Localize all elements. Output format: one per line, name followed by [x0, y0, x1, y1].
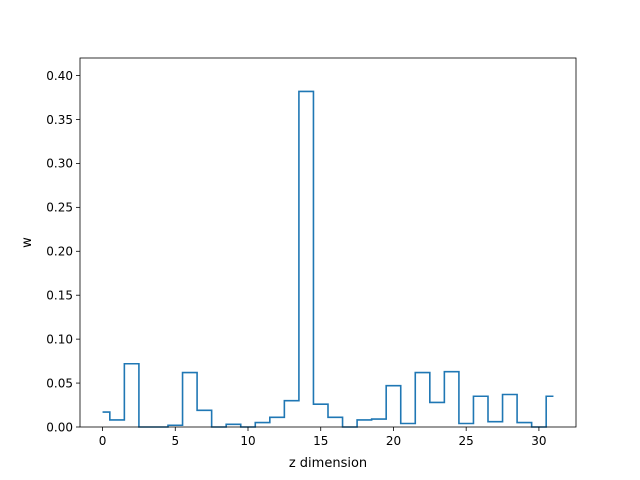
x-tick-label: 0: [99, 434, 107, 448]
y-axis: 0.00 0.05 0.10 0.15 0.20 0.25 0.30 0.35 0.40: [46, 69, 80, 434]
x-tick-label: 25: [459, 434, 474, 448]
y-tick-label: 0.25: [46, 201, 73, 215]
x-tick-label: 30: [531, 434, 546, 448]
x-tick-label: 15: [313, 434, 328, 448]
y-tick-label: 0.40: [46, 69, 73, 83]
y-tick-label: 0.05: [46, 376, 73, 390]
x-tick-label: 20: [386, 434, 401, 448]
y-tick-label: 0.00: [46, 420, 73, 434]
step-series-line: [102, 90, 554, 428]
y-axis-label: w: [20, 237, 35, 248]
y-tick-label: 0.35: [46, 113, 73, 127]
y-tick-label: 0.20: [46, 245, 73, 259]
y-tick-label: 0.15: [46, 289, 73, 303]
y-tick-label: 0.10: [46, 332, 73, 346]
axes-frame: [79, 57, 577, 428]
x-tick-label: 5: [171, 434, 179, 448]
y-tick-label: 0.30: [46, 157, 73, 171]
x-axis-label: z dimension: [289, 456, 367, 471]
x-axis: 0 5 10 15 20 25 30: [99, 427, 547, 448]
x-tick-label: 10: [240, 434, 255, 448]
plot-area: [102, 90, 554, 428]
